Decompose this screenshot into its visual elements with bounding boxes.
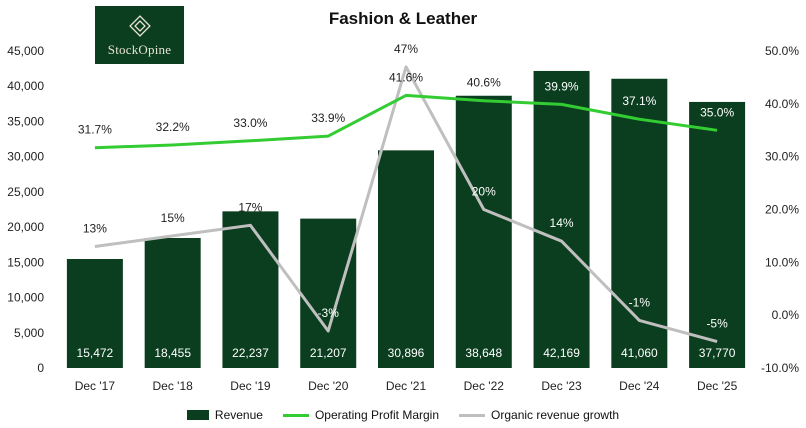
margin-data-label: 33.9% (311, 111, 345, 125)
x-axis-tick-label: Dec '22 (464, 379, 505, 393)
left-axis-tick-label: 5,000 (14, 326, 44, 340)
left-axis-tick-label: 10,000 (7, 291, 44, 305)
x-axis-tick-label: Dec '25 (697, 379, 738, 393)
left-axis-tick-label: 40,000 (7, 79, 44, 93)
right-axis-tick-label: 50.0% (765, 44, 799, 58)
growth-data-label: 13% (83, 221, 107, 235)
x-axis-tick-label: Dec '19 (230, 379, 271, 393)
revenue-bar (689, 101, 746, 368)
right-axis-tick-label: -10.0% (761, 361, 799, 375)
revenue-data-label: 22,237 (232, 346, 269, 360)
growth-data-label: 14% (550, 216, 574, 230)
margin-data-label: 39.9% (545, 79, 579, 93)
left-axis-tick-label: 25,000 (7, 185, 44, 199)
legend-swatch-revenue (186, 410, 209, 420)
x-axis-tick-label: Dec '17 (75, 379, 116, 393)
revenue-data-label: 37,770 (699, 346, 736, 360)
revenue-data-label: 15,472 (77, 346, 114, 360)
growth-data-label: -5% (706, 317, 728, 331)
growth-data-label: -1% (629, 295, 651, 309)
revenue-bar (66, 259, 123, 368)
chart-title: Fashion & Leather (328, 9, 478, 28)
legend-label-margin: Operating Profit Margin (314, 408, 440, 422)
legend-swatch-growth (459, 413, 486, 417)
right-axis-tick-label: 40.0% (765, 97, 799, 111)
logo-text: StockOpine (107, 41, 172, 57)
revenue-bar (222, 211, 279, 368)
legend-swatch-margin (282, 413, 309, 417)
diamond-logo-icon (128, 14, 151, 37)
right-axis-tick-label: 30.0% (765, 150, 799, 164)
revenue-data-label: 21,207 (310, 346, 347, 360)
x-axis-tick-label: Dec '21 (386, 379, 427, 393)
right-axis-tick-label: 0.0% (772, 308, 800, 322)
margin-data-label: 41.6% (389, 70, 423, 84)
stockopine-logo: StockOpine (95, 6, 184, 64)
margin-data-label: 33.0% (233, 116, 267, 130)
growth-data-label: 20% (472, 185, 496, 199)
x-axis-tick-label: Dec '23 (541, 379, 582, 393)
right-axis-tick-label: 20.0% (765, 203, 799, 217)
left-axis-tick-label: 30,000 (7, 150, 44, 164)
margin-data-label: 31.7% (78, 123, 112, 137)
revenue-data-label: 30,896 (388, 346, 425, 360)
margin-data-label: 35.0% (700, 105, 734, 119)
legend-label-revenue: Revenue (214, 408, 263, 422)
growth-data-label: 17% (238, 200, 262, 214)
revenue-bar (300, 218, 357, 368)
growth-data-label: 47% (394, 42, 418, 56)
legend-item-revenue: Revenue (186, 408, 263, 422)
revenue-data-label: 38,648 (465, 346, 502, 360)
chart-legend: Revenue Operating Profit Margin Organic … (0, 408, 806, 422)
revenue-bar (533, 70, 590, 369)
organic-growth-line (94, 65, 718, 344)
left-axis-tick-label: 15,000 (7, 255, 44, 269)
margin-data-label: 40.6% (467, 76, 501, 90)
revenue-data-label: 18,455 (154, 346, 191, 360)
revenue-bar (455, 95, 512, 368)
revenue-bar (144, 237, 201, 368)
left-axis-tick-label: 45,000 (7, 44, 44, 58)
x-axis-tick-label: Dec '20 (308, 379, 349, 393)
operating-margin-line (94, 93, 718, 150)
x-axis-tick-label: Dec '18 (153, 379, 194, 393)
revenue-bar (378, 150, 434, 368)
legend-item-margin: Operating Profit Margin (282, 408, 440, 422)
growth-data-label: 15% (161, 211, 185, 225)
legend-label-growth: Organic revenue growth (491, 408, 620, 422)
x-axis-tick-label: Dec '24 (619, 379, 660, 393)
margin-data-label: 37.1% (622, 94, 656, 108)
right-axis-tick-label: 10.0% (765, 255, 799, 269)
legend-item-growth: Organic revenue growth (459, 408, 619, 422)
revenue-data-label: 41,060 (621, 346, 658, 360)
revenue-data-label: 42,169 (543, 346, 580, 360)
left-axis-tick-label: 20,000 (7, 220, 44, 234)
left-axis-tick-label: 0 (37, 361, 44, 375)
margin-data-label: 32.2% (156, 120, 190, 134)
left-axis-tick-label: 35,000 (7, 114, 44, 128)
growth-data-label: -3% (318, 306, 340, 320)
